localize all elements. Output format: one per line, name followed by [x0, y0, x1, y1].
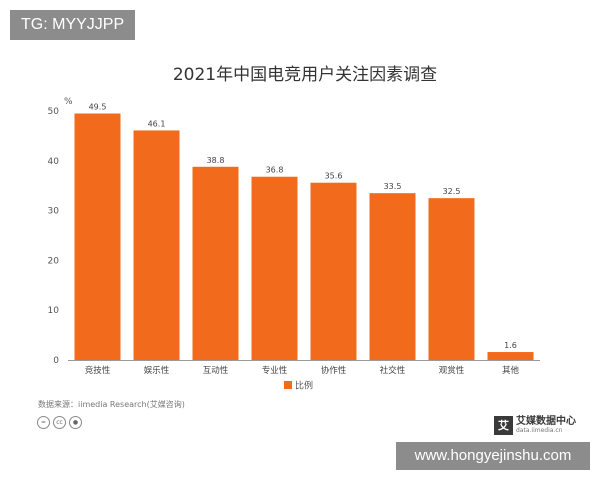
bar: [487, 352, 534, 360]
bars-group: 49.5 竞技性 46.1 娱乐性 38.8 互动性 36.8 专业性 35.6 协作性 33.5 社…: [74, 102, 534, 376]
cc-by-icon: =: [37, 416, 50, 429]
bar-value-label: 1.6: [504, 341, 517, 350]
y-tick-label: 40: [48, 157, 60, 167]
bar-value-label: 32.5: [443, 187, 461, 196]
license-icons: = cc ●: [37, 416, 82, 429]
y-tick-label: 30: [48, 207, 60, 217]
bar-value-label: 36.8: [266, 166, 284, 175]
legend: 比例: [284, 380, 313, 392]
cc-person-icon: ●: [69, 416, 82, 429]
bar-value-label: 38.8: [207, 156, 225, 165]
chart-title: 2021年中国电竞用户关注因素调查: [173, 65, 437, 85]
watermark-bottom: www.hongyejinshu.com: [396, 442, 590, 470]
bar: [428, 198, 475, 360]
logo-mark-icon: 艾: [494, 416, 513, 435]
category-label: 社交性: [380, 365, 406, 376]
y-tick-label: 10: [48, 306, 60, 316]
y-tick-label: 50: [48, 107, 60, 117]
bar: [74, 113, 121, 361]
bar-value-label: 49.5: [89, 102, 107, 111]
bar: [369, 193, 416, 360]
category-label: 竞技性: [85, 365, 111, 376]
logo-url: data.iimedia.cn: [516, 427, 563, 434]
category-label: 娱乐性: [144, 365, 170, 376]
category-label: 专业性: [262, 365, 288, 376]
category-label: 其他: [502, 365, 520, 376]
iimedia-logo: 艾 艾媒数据中心 data.iimedia.cn: [494, 416, 576, 435]
cc-icon: cc: [53, 416, 66, 429]
watermark-top: TG: MYYJJPP: [10, 10, 136, 40]
bar-value-label: 33.5: [384, 182, 402, 191]
y-tick-label: 20: [48, 256, 60, 266]
category-label: 协作性: [321, 365, 347, 376]
legend-label: 比例: [295, 380, 313, 392]
legend-swatch: [284, 381, 292, 389]
data-source-note: 数据来源：iimedia Research(艾媒咨询): [38, 400, 185, 409]
category-label: 观赏性: [439, 365, 465, 376]
y-tick-label: 0: [53, 356, 59, 366]
y-axis-ticks: 0 10 20 30 40 50: [48, 107, 60, 366]
category-label: 互动性: [203, 365, 229, 376]
bar: [133, 130, 180, 360]
bar: [251, 176, 298, 360]
bar-value-label: 46.1: [148, 119, 166, 128]
bar: [192, 166, 239, 360]
bar: [310, 182, 357, 360]
y-axis-unit-label: %: [64, 97, 73, 107]
bar-value-label: 35.6: [325, 172, 343, 181]
logo-name: 艾媒数据中心: [516, 416, 576, 427]
